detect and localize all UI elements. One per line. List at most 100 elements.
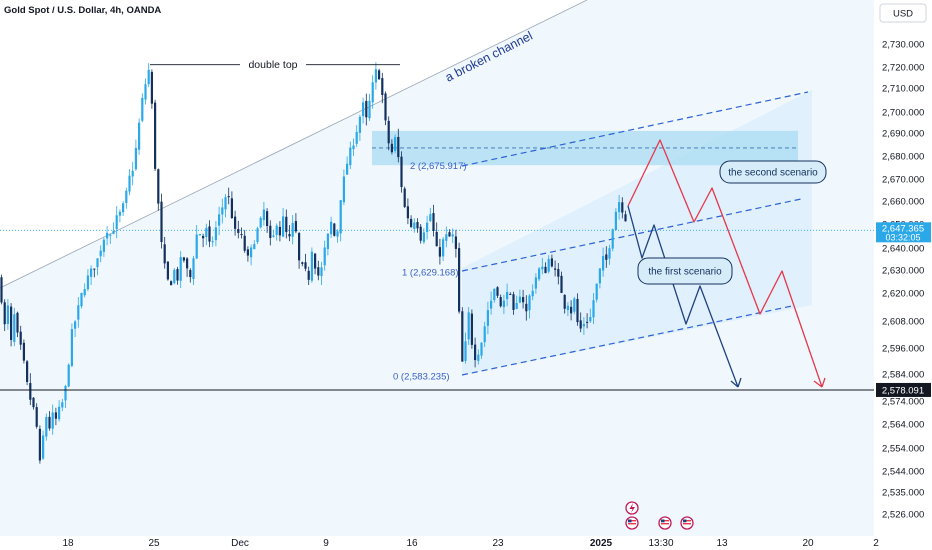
candle <box>525 295 528 321</box>
first-scenario-bubble[interactable] <box>637 257 733 285</box>
candle-body <box>294 221 297 232</box>
candle-body <box>426 222 429 233</box>
candle-body <box>579 320 582 329</box>
candle-body <box>90 268 93 277</box>
candle-body <box>45 416 48 437</box>
candle-body <box>134 148 137 170</box>
candle <box>381 72 384 104</box>
second-scenario-path[interactable] <box>627 139 823 388</box>
candle-body <box>138 122 141 150</box>
candle-body <box>125 190 128 204</box>
candle-body <box>304 262 307 269</box>
candle <box>470 309 473 349</box>
price-tick-label: 2,710.000 <box>882 84 924 95</box>
candle-body <box>384 93 387 121</box>
candle-body <box>48 416 51 429</box>
candle-body <box>458 248 461 312</box>
candle-body <box>70 329 73 366</box>
candle <box>346 156 349 175</box>
candle <box>131 161 134 186</box>
price-tick-label: 2,608.000 <box>882 317 924 328</box>
candle-body <box>246 249 249 256</box>
support-price-tag[interactable] <box>876 382 931 397</box>
candle-body <box>198 233 201 236</box>
candle <box>282 208 285 238</box>
candle-body <box>352 145 355 150</box>
candle-body <box>490 300 493 309</box>
candle <box>314 252 317 275</box>
candle-body <box>96 258 99 268</box>
us-flag-event-icon[interactable] <box>680 516 694 530</box>
second-scenario-bubble[interactable] <box>719 160 827 184</box>
channel-upper-line[interactable] <box>461 91 809 167</box>
candle <box>211 236 214 247</box>
candle <box>141 93 144 123</box>
channel-lower-line[interactable] <box>461 305 793 376</box>
candle <box>342 169 345 206</box>
candle-body <box>403 188 406 207</box>
candle-body <box>390 143 393 153</box>
candle <box>61 398 64 412</box>
candle <box>179 251 182 288</box>
candle <box>278 221 281 242</box>
candle-body <box>422 232 425 243</box>
candle <box>221 198 224 224</box>
candle-body <box>16 312 19 333</box>
candle <box>288 225 291 242</box>
candle <box>189 268 192 283</box>
currency-button[interactable] <box>879 3 927 23</box>
candle-body <box>13 314 16 342</box>
candle-body <box>179 257 182 281</box>
candle-body <box>67 364 70 387</box>
fib-level-label: 0 (2,583.235) <box>393 372 450 383</box>
candle <box>6 299 9 330</box>
candle-body <box>128 175 131 192</box>
candle <box>307 266 310 286</box>
price-tick-label: 2,544.000 <box>882 467 924 478</box>
candle <box>74 320 77 338</box>
candle-body <box>330 221 333 235</box>
price-tick-label: 2,554.000 <box>882 444 924 455</box>
us-flag-event-icon[interactable] <box>625 516 639 530</box>
candle-body <box>362 102 365 117</box>
candle <box>240 227 243 239</box>
candle-body <box>58 406 61 420</box>
candle-body <box>147 69 150 85</box>
us-flag-event-icon[interactable] <box>658 516 672 530</box>
candle-body <box>160 201 163 243</box>
fib-level-label: 2 (2,675.917) <box>410 161 467 172</box>
candle-body <box>0 277 3 303</box>
candle-body <box>528 295 531 311</box>
time-tick-label: 23 <box>492 538 504 549</box>
candle-body <box>301 262 304 264</box>
candle <box>422 228 425 245</box>
candle <box>605 246 608 268</box>
candle-body <box>310 251 313 281</box>
candle-body <box>195 234 198 259</box>
lightning-event-icon[interactable] <box>625 501 639 515</box>
channel-middle-line[interactable] <box>461 198 802 272</box>
price-axis-panel <box>874 0 932 550</box>
candle <box>58 400 61 422</box>
candle <box>259 216 262 229</box>
candle-body <box>566 305 569 311</box>
time-tick-label: 16 <box>406 538 418 549</box>
candle-body <box>182 257 185 261</box>
candle-body <box>333 223 336 236</box>
candle-body <box>387 120 390 144</box>
candle <box>237 220 240 239</box>
candle-body <box>189 270 192 278</box>
candle-body <box>307 270 310 280</box>
candle <box>365 93 368 126</box>
candle-body <box>275 225 278 235</box>
candle-body <box>26 361 29 382</box>
candle <box>474 337 477 368</box>
current-price-tag[interactable] <box>876 222 931 243</box>
candle <box>554 260 557 277</box>
candle <box>387 116 390 151</box>
double-top-label-bg <box>240 57 306 72</box>
candle-body <box>99 250 102 257</box>
candle-body <box>496 287 499 296</box>
broken-channel-trendline[interactable] <box>0 0 588 289</box>
